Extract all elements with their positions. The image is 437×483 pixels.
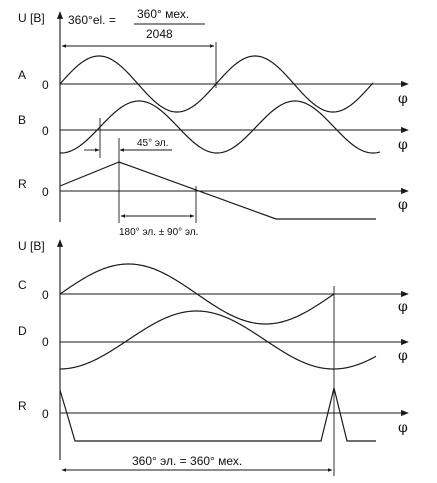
- formula-denominator: 2048: [146, 27, 173, 41]
- channel-r-bottom-signal: [59, 387, 376, 442]
- formula-numerator: 360° мех.: [137, 7, 189, 21]
- channel-r-bottom-label: R: [18, 399, 27, 413]
- channel-c-zero: 0: [42, 288, 49, 302]
- channel-a-signal: [59, 55, 374, 113]
- channel-d-label: D: [18, 324, 27, 338]
- top-voltage-axis-label: U [B]: [18, 11, 45, 25]
- channel-r-top-zero: 0: [42, 185, 49, 199]
- channel-c-signal: [59, 263, 335, 325]
- revolution-label: 360° эл. = 360° мех.: [132, 454, 242, 468]
- ref-width-label: 180° эл. ± 90° эл.: [119, 227, 198, 238]
- channel-a-zero: 0: [42, 78, 49, 92]
- bottom-voltage-axis-label: U [B]: [18, 239, 45, 253]
- channel-r-bottom-zero: 0: [42, 407, 49, 421]
- channel-r-top-label: R: [18, 177, 27, 191]
- channel-d-signal: [59, 310, 377, 370]
- channel-b-phi: φ: [398, 137, 408, 153]
- channel-r-top-signal: [59, 161, 376, 220]
- phase-shift-label: 45° эл.: [137, 138, 168, 149]
- channel-d-zero: 0: [42, 335, 49, 349]
- channel-d-phi: φ: [398, 348, 408, 364]
- bottom-panel: U [B] C 0 φ D 0 φ R 0 φ 360° эл. = 360° …: [18, 239, 409, 476]
- formula-lhs: 360°el. =: [68, 13, 116, 27]
- channel-c-label: C: [18, 278, 27, 292]
- channel-r-top-phi: φ: [398, 197, 408, 213]
- channel-b-label: B: [18, 113, 26, 127]
- top-panel: U [B] 360°el. = 360° мех. 2048 A 0 φ B 0…: [18, 7, 409, 238]
- channel-b-zero: 0: [42, 124, 49, 138]
- channel-a-phi: φ: [398, 91, 408, 107]
- channel-a-label: A: [18, 68, 26, 82]
- channel-c-phi: φ: [398, 299, 408, 315]
- channel-r-bottom-phi: φ: [398, 420, 408, 436]
- channel-b-signal: [59, 100, 381, 154]
